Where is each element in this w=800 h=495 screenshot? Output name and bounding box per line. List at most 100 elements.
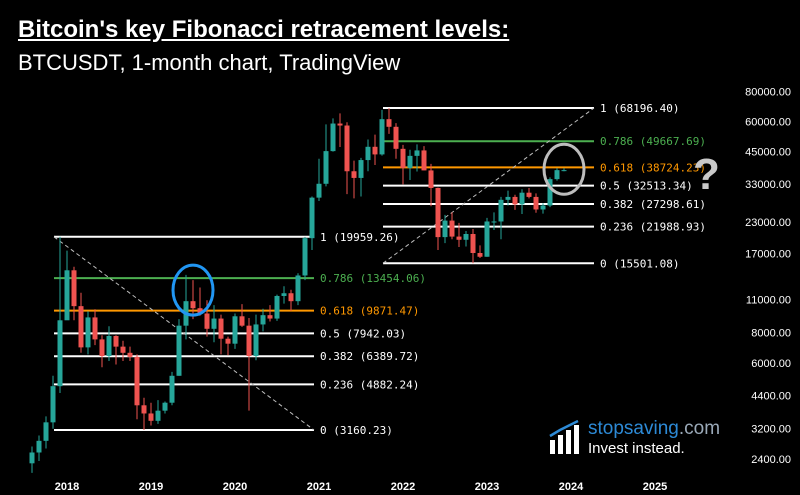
candle-body — [358, 160, 364, 178]
candle-body — [337, 123, 343, 126]
candle-body — [386, 119, 392, 127]
candle-body — [379, 119, 385, 155]
candle-body — [57, 320, 63, 387]
bar-chart-logo-icon — [549, 420, 579, 454]
fib-level-label: 0.382 (6389.72) — [320, 350, 419, 363]
x-axis-tick-label: 2022 — [391, 481, 415, 493]
candle-body — [456, 236, 462, 240]
candle-body — [470, 233, 476, 254]
y-axis-tick-label: 33000.00 — [745, 179, 791, 191]
fib-level-label: 0.786 (49667.69) — [600, 135, 706, 148]
x-axis: 2018 2019 2020 2021 2022 2023 2024 2025 — [55, 481, 667, 493]
candle-body — [505, 196, 511, 200]
candle-body — [29, 452, 35, 464]
fib-level-label: 1 (68196.40) — [600, 102, 679, 115]
candle-body — [190, 301, 196, 309]
candle-body — [36, 440, 42, 453]
fib-level-label: 0.5 (7942.03) — [320, 327, 406, 340]
candle-body — [540, 205, 546, 210]
candle-body — [309, 197, 315, 239]
candle-body — [232, 316, 238, 344]
watermark: stopsaving.com Invest instead. — [548, 418, 768, 458]
y-axis-tick-label: 8000.00 — [751, 328, 791, 340]
chart-subtitle: BTCUSDT, 1-month chart, TradingView — [18, 50, 401, 75]
candle-body — [344, 125, 350, 172]
candle-body — [281, 293, 287, 296]
y-axis-tick-label: 3200.00 — [751, 424, 791, 436]
candle-body — [204, 313, 210, 329]
candle-body — [267, 315, 273, 319]
candle-body — [400, 148, 406, 168]
candle-body — [260, 315, 266, 325]
x-axis-tick-label: 2024 — [559, 481, 584, 493]
candle-body — [239, 316, 245, 326]
y-axis-tick-label: 11000.00 — [746, 294, 791, 306]
candle-body — [295, 275, 301, 302]
candle-body — [127, 352, 133, 357]
y-axis-tick-label: 80000.00 — [745, 86, 791, 98]
candle-body — [71, 270, 77, 307]
y-axis-tick-label: 23000.00 — [745, 217, 791, 229]
candle-body — [442, 220, 448, 238]
watermark-tagline: Invest instead. — [588, 440, 685, 457]
candle-body — [113, 335, 119, 347]
y-axis-tick-label: 17000.00 — [745, 249, 791, 261]
candle-body — [225, 338, 231, 344]
candle-body — [78, 306, 84, 348]
candle-body — [218, 318, 224, 339]
candle-body — [169, 375, 175, 403]
candle-body — [449, 220, 455, 237]
candle-body — [85, 317, 91, 348]
fib-level-label: 0.5 (32513.34) — [600, 180, 693, 193]
candle-body — [407, 155, 413, 168]
x-axis-tick-label: 2018 — [55, 481, 79, 493]
x-axis-tick-label: 2021 — [307, 481, 331, 493]
candle-body — [372, 146, 378, 155]
fib-levels-layer: 1 (19959.26) 0.786 (13454.06) 0.618 (9871.… — [54, 102, 706, 437]
candle-body — [547, 179, 553, 206]
fib-level-label: 1 (19959.26) — [320, 231, 399, 244]
watermark-brand-main: stopsaving — [588, 418, 679, 439]
candle-body — [176, 325, 182, 376]
candle-body — [106, 335, 112, 357]
highlight-circles-layer — [171, 142, 586, 317]
candle-body — [330, 123, 336, 152]
fib-level-label: 0.236 (21988.93) — [600, 221, 706, 234]
x-axis-tick-label: 2019 — [139, 481, 163, 493]
candle-body — [533, 196, 539, 210]
fib-level-label: 0 (15501.08) — [600, 257, 679, 270]
candle-body — [99, 339, 105, 357]
candle-body — [50, 386, 56, 423]
fib-diagonal-line — [382, 107, 595, 264]
candle-body — [134, 356, 140, 406]
watermark-brand: stopsaving.com — [588, 418, 720, 440]
candle-body — [414, 150, 420, 156]
y-axis-tick-label: 6000.00 — [751, 358, 791, 370]
x-axis-tick-label: 2023 — [475, 481, 499, 493]
fib-diagonal-line — [53, 236, 315, 431]
y-axis-tick-label: 2400.00 — [751, 454, 791, 466]
candle-body — [421, 150, 427, 171]
candle-body — [484, 221, 490, 257]
candle-body — [64, 270, 70, 321]
candle-body — [463, 233, 469, 240]
candle-body — [428, 170, 434, 188]
candle-body — [43, 422, 49, 441]
candle-body — [155, 410, 161, 421]
fib-level-label: 0 (3160.23) — [320, 424, 393, 437]
candle-body — [512, 196, 518, 205]
candle-body — [526, 192, 532, 197]
y-axis-tick-label: 45000.00 — [745, 147, 791, 159]
candle-body — [554, 170, 560, 180]
question-mark-annotation: ? — [693, 150, 720, 199]
candle-body — [561, 170, 567, 172]
candle-body — [393, 126, 399, 149]
candle-body — [519, 192, 525, 205]
candle-body — [120, 346, 126, 353]
fib-diagonals-layer — [53, 107, 595, 431]
candle-body — [197, 308, 203, 314]
fib-level-label: 0.618 (9871.47) — [320, 305, 419, 318]
fib-level-label: 0.786 (13454.06) — [320, 272, 426, 285]
candles-layer — [29, 108, 567, 473]
